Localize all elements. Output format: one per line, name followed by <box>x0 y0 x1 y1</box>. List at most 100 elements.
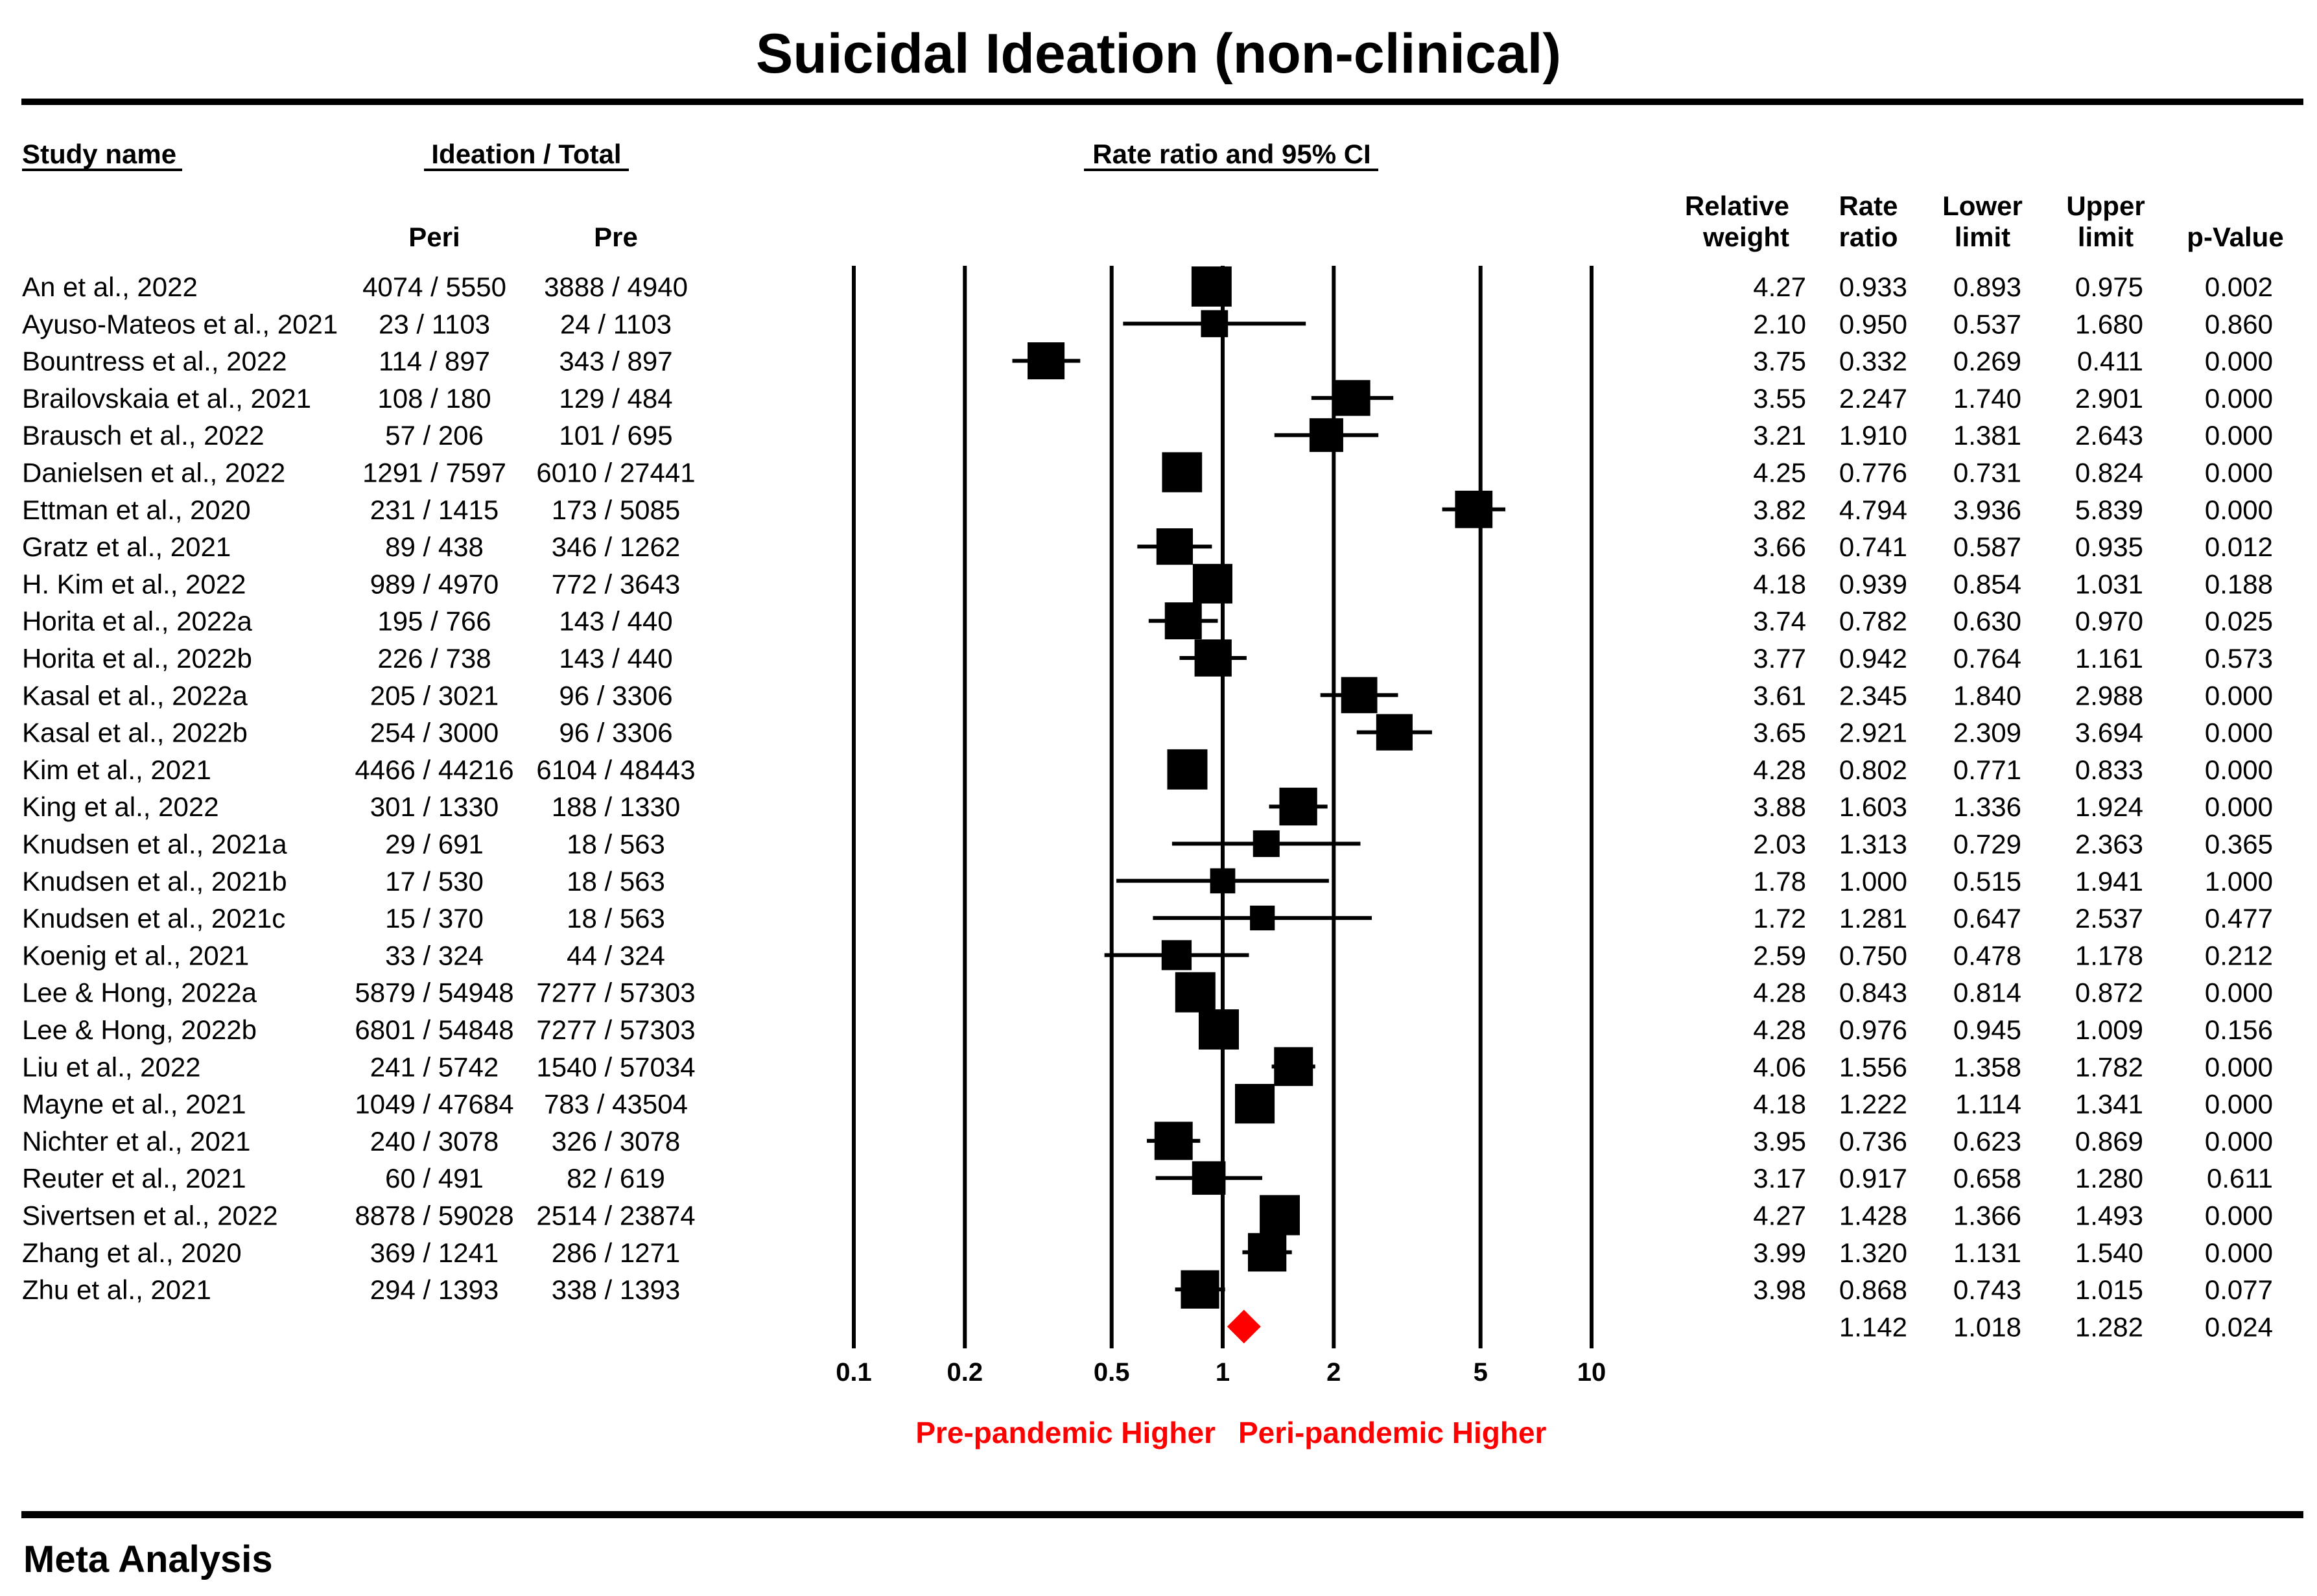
upper-limit: 2.643 <box>2075 420 2143 451</box>
p-value: 0.365 <box>2205 829 2273 860</box>
upper-limit: 1.680 <box>2075 309 2143 339</box>
header-rate-1: Rate <box>1839 191 1898 221</box>
header-weight-2: weight <box>1702 222 1789 252</box>
rate-ratio: 0.332 <box>1839 346 1907 377</box>
p-value: 0.077 <box>2205 1274 2273 1305</box>
p-value: 0.860 <box>2205 309 2273 339</box>
point-estimate <box>1154 1121 1193 1160</box>
lower-limit: 0.515 <box>1953 866 2021 897</box>
study-row: Knudsen et al., 2021c 15 / 370 18 / 563 1.7… <box>22 903 2273 933</box>
pre-count: 143 / 440 <box>559 643 672 674</box>
upper-limit: 1.280 <box>2075 1163 2143 1193</box>
peri-count: 226 / 738 <box>377 643 491 674</box>
study-row: Nichter et al., 2021 240 / 3078 326 / 3078… <box>22 1121 2273 1160</box>
study-name: Kim et al., 2021 <box>22 755 211 785</box>
relative-weight: 4.27 <box>1753 1201 1806 1231</box>
relative-weight: 2.03 <box>1753 829 1806 860</box>
point-estimate <box>1455 490 1493 528</box>
rate-ratio: 2.247 <box>1839 383 1907 414</box>
pre-count: 2514 / 23874 <box>536 1201 695 1231</box>
rate-ratio: 0.741 <box>1839 532 1907 562</box>
rate-ratio: 2.921 <box>1839 718 1907 748</box>
point-estimate <box>1194 639 1232 677</box>
pre-count: 346 / 1262 <box>552 532 681 562</box>
study-name: Ettman et al., 2020 <box>22 495 251 525</box>
peri-count: 89 / 438 <box>385 532 484 562</box>
x-tick-label: 0.2 <box>947 1358 983 1387</box>
peri-count: 114 / 897 <box>379 346 490 377</box>
rate-ratio: 0.782 <box>1839 606 1907 637</box>
relative-weight: 3.99 <box>1753 1238 1806 1268</box>
rate-ratio: 0.942 <box>1839 643 1907 674</box>
rate-ratio: 0.776 <box>1839 458 1907 488</box>
lower-limit: 1.131 <box>1953 1238 2021 1268</box>
point-estimate <box>1253 830 1280 858</box>
point-estimate <box>1175 972 1216 1013</box>
peri-count: 108 / 180 <box>377 383 491 414</box>
upper-limit: 0.935 <box>2075 532 2143 562</box>
study-row: Horita et al., 2022b 226 / 738 143 / 440 3.… <box>22 639 2273 677</box>
lower-limit: 0.658 <box>1953 1163 2021 1193</box>
point-estimate <box>1027 342 1065 380</box>
upper-limit: 0.975 <box>2075 272 2143 302</box>
peri-count: 241 / 5742 <box>370 1051 499 1082</box>
study-row: Mayne et al., 2021 1049 / 47684 783 / 4350… <box>22 1084 2273 1124</box>
rate-ratio: 1.320 <box>1839 1238 1907 1268</box>
relative-weight: 3.77 <box>1753 643 1806 674</box>
rate-ratio: 4.794 <box>1839 495 1907 525</box>
study-row: Liu et al., 2022 241 / 5742 1540 / 57034 4.… <box>22 1047 2273 1086</box>
study-name: Ayuso-Mateos et al., 2021 <box>22 309 338 339</box>
lower-limit: 0.945 <box>1953 1015 2021 1045</box>
study-row: Sivertsen et al., 2022 8878 / 59028 2514 /… <box>22 1195 2273 1236</box>
lower-limit: 2.309 <box>1953 718 2021 748</box>
p-value: 0.611 <box>2207 1163 2273 1193</box>
study-name: Reuter et al., 2021 <box>22 1163 246 1193</box>
study-name: Kasal et al., 2022a <box>22 680 248 710</box>
study-row: Bountress et al., 2022 114 / 897 343 / 897… <box>22 342 2273 380</box>
study-name: H. Kim et al., 2022 <box>22 569 246 599</box>
relative-weight: 4.18 <box>1753 569 1806 599</box>
rate-ratio: 0.976 <box>1839 1015 1907 1045</box>
rate-ratio: 1.428 <box>1839 1201 1907 1231</box>
upper-limit: 1.941 <box>2075 866 2143 897</box>
header-lower-2: limit <box>1955 222 2010 252</box>
peri-count: 57 / 206 <box>385 420 484 451</box>
peri-count: 231 / 1415 <box>370 495 499 525</box>
pre-count: 772 / 3643 <box>552 569 681 599</box>
relative-weight: 3.61 <box>1753 680 1806 710</box>
peri-count: 254 / 3000 <box>370 718 499 748</box>
pre-count: 188 / 1330 <box>552 792 681 822</box>
point-estimate <box>1167 749 1208 790</box>
lower-limit: 0.587 <box>1953 532 2021 562</box>
lower-limit: 0.623 <box>1953 1126 2021 1156</box>
point-estimate <box>1192 1161 1226 1195</box>
lower-limit: 3.936 <box>1953 495 2021 525</box>
pre-count: 96 / 3306 <box>559 718 672 748</box>
peri-count: 195 / 766 <box>377 606 491 637</box>
p-value: 0.000 <box>2205 792 2273 822</box>
study-name: Lee & Hong, 2022a <box>22 978 257 1008</box>
peri-count: 1291 / 7597 <box>362 458 506 488</box>
peri-count: 5879 / 54948 <box>355 978 513 1008</box>
pre-count: 44 / 324 <box>567 940 665 970</box>
point-estimate <box>1161 940 1192 970</box>
relative-weight: 3.88 <box>1753 792 1806 822</box>
peri-count: 1049 / 47684 <box>355 1089 513 1120</box>
p-value: 0.000 <box>2205 1126 2273 1156</box>
lower-limit: 0.814 <box>1953 978 2021 1008</box>
point-estimate <box>1181 1270 1219 1309</box>
lower-limit: 0.729 <box>1953 829 2021 860</box>
p-value: 0.000 <box>2205 495 2273 525</box>
x-tick-label: 10 <box>1577 1358 1606 1387</box>
p-value: 0.000 <box>2205 420 2273 451</box>
footer-rule <box>21 1511 2303 1518</box>
lower-limit: 1.336 <box>1953 792 2021 822</box>
pre-count: 6104 / 48443 <box>536 755 695 785</box>
x-axis: 0.1 0.2 0.5 1 2 5 10 <box>836 1358 1606 1387</box>
study-name: Zhu et al., 2021 <box>22 1274 211 1305</box>
pre-count: 18 / 563 <box>567 829 665 860</box>
peri-count: 33 / 324 <box>385 940 484 970</box>
p-value: 0.012 <box>2205 532 2273 562</box>
peri-count: 60 / 491 <box>385 1163 484 1193</box>
lower-limit: 0.647 <box>1953 903 2021 933</box>
